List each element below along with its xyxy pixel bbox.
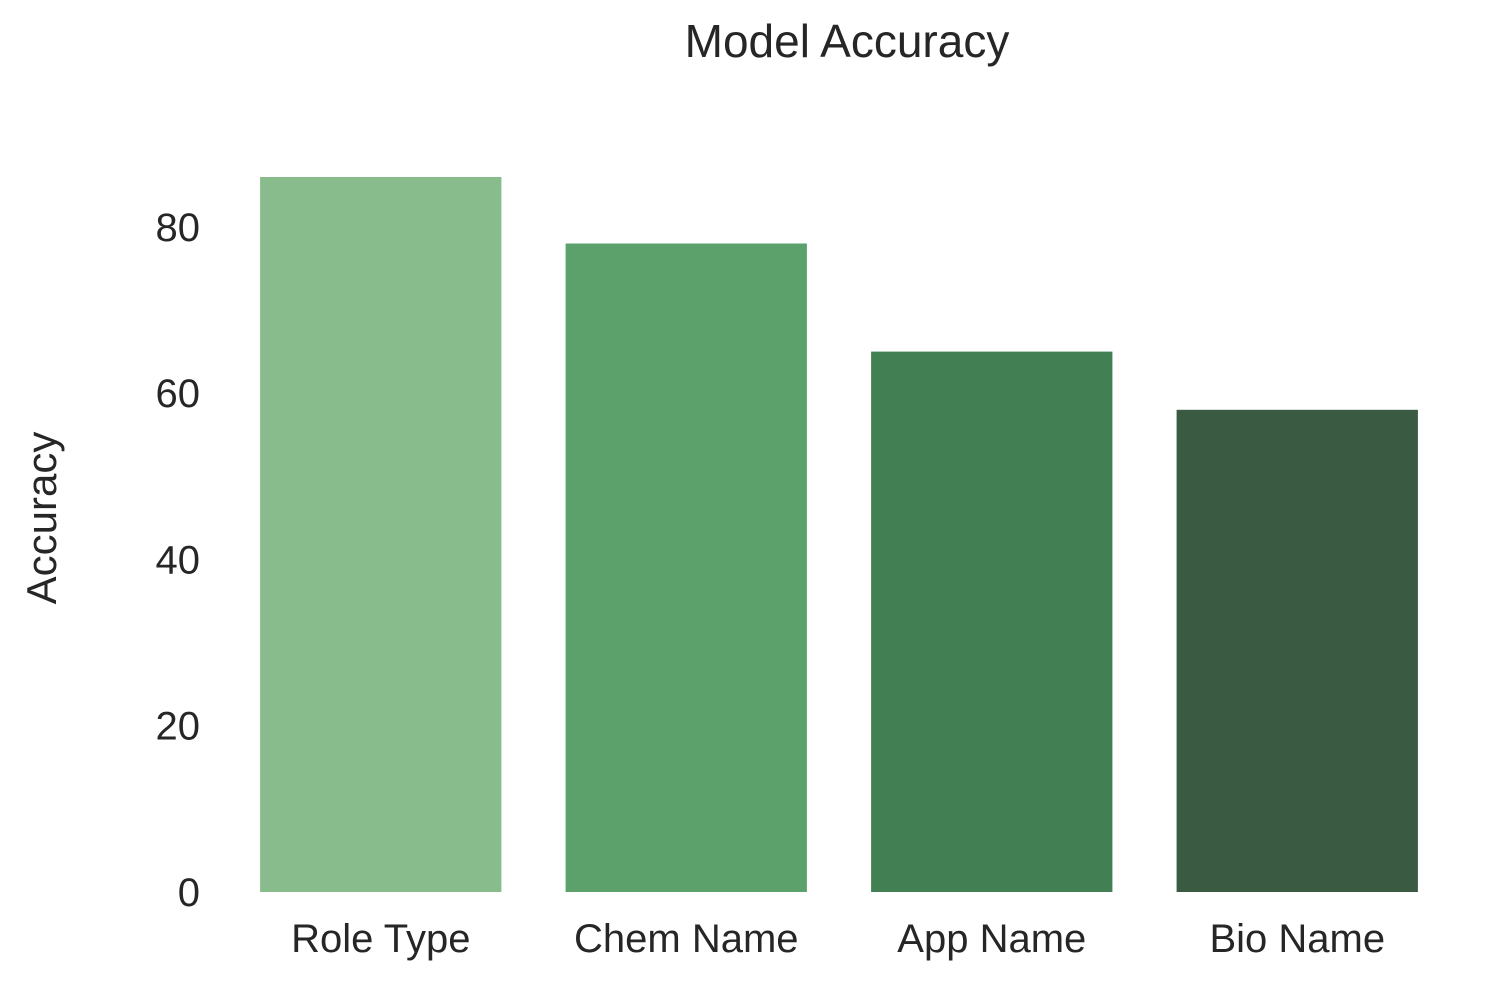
bars-group bbox=[260, 177, 1418, 893]
y-tick-label: 40 bbox=[156, 538, 201, 582]
y-tick-label: 60 bbox=[156, 372, 201, 416]
bar-role-type bbox=[260, 177, 502, 892]
y-tick-label: 0 bbox=[178, 871, 200, 915]
bar-app-name bbox=[871, 351, 1113, 893]
y-tick-label: 20 bbox=[156, 705, 201, 749]
y-ticks-group: 0 20 40 60 80 bbox=[156, 206, 201, 915]
x-ticks-group: Role Type Chem Name App Name Bio Name bbox=[291, 917, 1385, 961]
x-tick-label: Role Type bbox=[291, 917, 470, 961]
bar-chem-name bbox=[565, 243, 807, 892]
chart-title: Model Accuracy bbox=[685, 15, 1010, 67]
x-tick-label: Bio Name bbox=[1209, 917, 1385, 961]
x-tick-label: App Name bbox=[897, 917, 1086, 961]
y-axis-label: Accuracy bbox=[18, 432, 65, 605]
x-tick-label: Chem Name bbox=[574, 917, 799, 961]
y-tick-label: 80 bbox=[156, 206, 201, 250]
bar-bio-name bbox=[1176, 409, 1418, 892]
